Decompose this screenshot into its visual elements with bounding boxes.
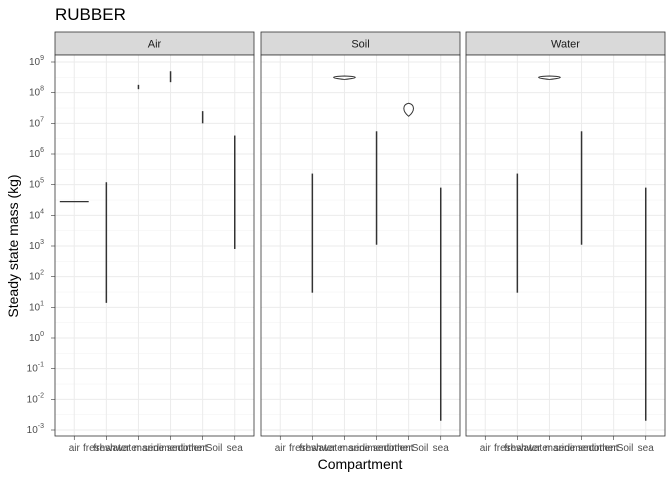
- panel-border: [465, 54, 666, 437]
- y-tick-base: 10: [29, 210, 41, 221]
- x-tick-label: freshwater: [289, 443, 336, 454]
- x-tick-label: air: [69, 443, 81, 454]
- y-tick-exponent: 5: [40, 178, 44, 185]
- y-tick-base: 10: [29, 302, 41, 313]
- y-axis-title: Steady state mass (kg): [5, 174, 21, 317]
- y-tick-exponent: 3: [40, 239, 44, 246]
- y-tick-exponent: 4: [40, 208, 44, 215]
- violin-otherSoil: [403, 102, 414, 117]
- facet-strip-label: Soil: [351, 39, 369, 51]
- y-tick-exponent: 7: [40, 116, 44, 123]
- x-tick-label: freshwater sediment: [504, 443, 594, 454]
- y-tick-exponent: -3: [38, 423, 44, 430]
- violin-freshwater-sediment: [333, 75, 356, 80]
- y-tick-label: 109: [29, 55, 44, 68]
- y-tick-exponent: 2: [40, 270, 44, 277]
- y-tick-label: 104: [29, 208, 44, 221]
- y-tick-label: 106: [29, 147, 44, 160]
- y-tick-label: 108: [29, 86, 44, 99]
- y-tick-exponent: -2: [38, 392, 44, 399]
- x-tick-label: marine sediment: [134, 443, 208, 454]
- x-tick-label: otherSoil: [183, 443, 222, 454]
- y-tick-label: 10-2: [27, 392, 44, 405]
- y-tick-label: 10-1: [27, 362, 44, 375]
- x-tick-label: air: [275, 443, 287, 454]
- y-tick-base: 10: [29, 88, 41, 99]
- x-tick-label: freshwater: [494, 443, 541, 454]
- y-tick-exponent: 0: [40, 331, 44, 338]
- facet-strip-label: Air: [148, 39, 162, 51]
- x-tick-label: sea: [227, 443, 244, 454]
- y-tick-base: 10: [29, 333, 41, 344]
- y-tick-base: 10: [29, 180, 41, 191]
- violin-freshwater-sediment: [538, 75, 561, 80]
- y-tick-base: 10: [29, 118, 41, 129]
- y-tick-exponent: 1: [40, 300, 44, 307]
- chart-title: RUBBER: [55, 5, 126, 24]
- y-tick-label: 10-3: [27, 423, 44, 436]
- x-tick-label: otherSoil: [594, 443, 633, 454]
- y-tick-exponent: 6: [40, 147, 44, 154]
- panel-border: [54, 54, 255, 437]
- x-tick-label: otherSoil: [389, 443, 428, 454]
- x-tick-label: marine sediment: [545, 443, 619, 454]
- y-tick-base: 10: [29, 57, 41, 68]
- x-axis-title: Compartment: [318, 456, 403, 472]
- y-tick-label: 103: [29, 239, 44, 252]
- y-tick-base: 10: [29, 241, 41, 252]
- y-tick-base: 10: [27, 425, 39, 436]
- x-tick-label: freshwater sediment: [93, 443, 183, 454]
- panel-border: [260, 54, 461, 437]
- x-tick-label: freshwater sediment: [299, 443, 389, 454]
- y-tick-label: 107: [29, 116, 44, 129]
- y-axis-ticks: 10-310-210-11001011021031041051061071081…: [27, 55, 55, 436]
- y-tick-label: 101: [29, 300, 44, 313]
- y-tick-exponent: -1: [38, 362, 44, 369]
- y-tick-exponent: 9: [40, 55, 44, 62]
- x-tick-label: sea: [433, 443, 450, 454]
- y-tick-base: 10: [27, 364, 39, 375]
- facet-strip-label: Water: [551, 39, 580, 51]
- x-tick-label: sea: [638, 443, 655, 454]
- y-tick-label: 105: [29, 178, 44, 191]
- x-tick-label: air: [480, 443, 492, 454]
- x-tick-label: freshwater: [83, 443, 130, 454]
- y-tick-exponent: 8: [40, 86, 44, 93]
- y-tick-base: 10: [29, 149, 41, 160]
- y-tick-label: 102: [29, 270, 44, 283]
- x-tick-label: marine sediment: [340, 443, 414, 454]
- y-tick-label: 100: [29, 331, 44, 344]
- y-tick-base: 10: [27, 394, 39, 405]
- y-tick-base: 10: [29, 272, 41, 283]
